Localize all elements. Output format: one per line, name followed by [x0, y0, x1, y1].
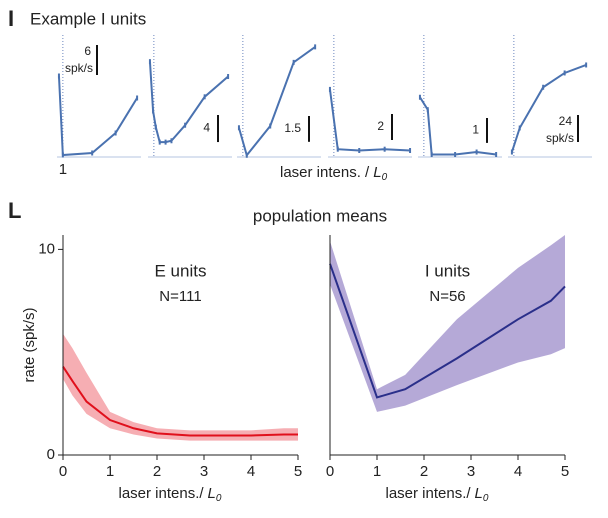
- x-tick-label: 0: [326, 463, 334, 480]
- scale-value: 6: [84, 44, 91, 58]
- label-text: laser intens./: [386, 485, 472, 502]
- x-tick-label: 5: [561, 463, 569, 480]
- error-band: [63, 333, 298, 441]
- panel-label: L: [8, 198, 21, 223]
- chart-title: E units: [155, 261, 207, 280]
- panel-title: population means: [253, 206, 387, 225]
- mean-line: [329, 263, 566, 399]
- label-subscript: 0: [382, 172, 388, 183]
- error-band: [330, 235, 565, 412]
- x-axis-label: laser intens./L0: [119, 485, 222, 504]
- scale-value: 4: [203, 121, 210, 135]
- label-symbol: L: [475, 485, 483, 502]
- x-tick-label: 0: [59, 463, 67, 480]
- label-text: laser intens. /: [280, 164, 370, 181]
- data-line: [57, 75, 138, 157]
- chart-subtitle: N=56: [429, 288, 465, 305]
- chart-subtitle: N=111: [159, 288, 201, 305]
- x-tick-label: 4: [247, 463, 255, 480]
- x-tick-label: 4: [514, 463, 522, 480]
- x-tick-label: 2: [420, 463, 428, 480]
- x-tick-label: 5: [294, 463, 302, 480]
- label-text: laser intens./: [119, 485, 205, 502]
- label-symbol: L: [373, 164, 381, 181]
- panel-title: Example I units: [30, 9, 146, 28]
- data-line: [419, 96, 497, 156]
- label-symbol: L: [208, 485, 216, 502]
- x-tick-label: 1: [59, 161, 67, 178]
- data-line: [328, 89, 411, 152]
- chart-title: I units: [425, 261, 470, 280]
- x-axis-label: laser intens. / L0: [280, 164, 388, 183]
- y-axis-label: rate (spk/s): [21, 307, 38, 382]
- data-line: [148, 61, 229, 144]
- label-subscript: 0: [216, 493, 222, 504]
- scale-unit: spk/s: [546, 131, 574, 145]
- x-tick-label: 3: [200, 463, 208, 480]
- scale-value: 1.5: [284, 121, 301, 135]
- y-tick-label: 0: [47, 446, 55, 463]
- x-tick-label: 3: [467, 463, 475, 480]
- x-tick-label: 1: [373, 463, 381, 480]
- x-axis-label: laser intens./L0: [386, 485, 489, 504]
- x-tick-label: 2: [153, 463, 161, 480]
- panel-label: I: [8, 6, 14, 31]
- label-subscript: 0: [483, 493, 489, 504]
- scale-value: 2: [377, 119, 384, 133]
- x-tick-label: 1: [106, 463, 114, 480]
- data-line: [237, 46, 316, 158]
- scale-unit: spk/s: [65, 61, 93, 75]
- y-tick-label: 10: [38, 240, 55, 257]
- scale-value: 1: [472, 123, 479, 137]
- mean-line: [62, 366, 298, 437]
- scale-value: 24: [559, 114, 573, 128]
